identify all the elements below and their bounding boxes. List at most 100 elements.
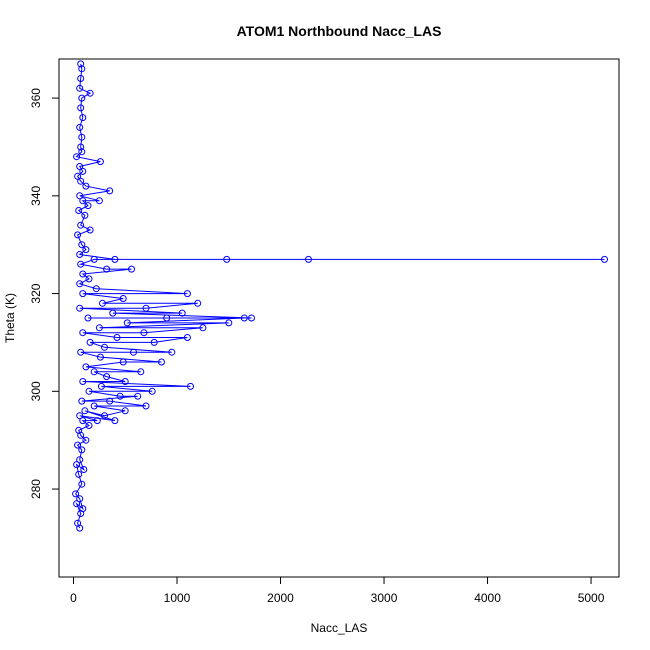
data-point [79,329,87,337]
x-tick-label: 1000 [164,591,191,605]
data-point [73,153,81,161]
data-point [77,221,85,229]
data-point [75,426,83,434]
y-tick-label: 340 [29,185,43,205]
data-point [77,60,85,68]
data-point [123,319,131,327]
data-point [142,304,150,312]
data-point [183,290,191,298]
data-point [76,495,84,503]
data-point [79,167,87,175]
y-tick-label: 320 [29,283,43,303]
data-point [86,89,94,97]
data-point [121,378,129,385]
y-tick-label: 360 [29,88,43,108]
data-point [77,348,85,356]
data-point [223,255,231,263]
y-axis-label: Theta (K) [3,293,17,343]
data-point [130,348,137,356]
data-point [82,182,90,190]
data-point [90,368,98,376]
series-line [74,63,605,529]
data-point [75,207,83,214]
series-lines [74,63,605,529]
x-tick-label: 0 [70,591,77,605]
y-tick-label: 280 [29,479,43,499]
data-point [86,226,94,234]
data-point [75,470,83,478]
data-point [305,255,312,263]
data-point [248,314,255,322]
data-point [76,412,84,420]
data-point [76,304,84,312]
data-point [73,500,81,508]
data-point [194,299,202,307]
data-point [74,519,82,527]
data-point [79,197,87,205]
x-axis: 0 1000 2000 3000 4000 5000 [70,576,605,605]
data-point [74,172,82,180]
data-point [77,177,85,185]
data-point [119,358,127,366]
data-point [78,397,86,405]
data-point [77,75,85,82]
data-point [106,397,114,405]
data-point [82,363,90,371]
data-point [109,309,117,317]
data-point [76,456,84,464]
data-point [134,392,142,400]
data-point [95,324,103,332]
data-point [93,417,101,425]
data-point [86,338,94,346]
data-point [73,461,81,469]
data-point [85,422,93,429]
data-point [111,255,119,263]
data-point [148,387,156,395]
data-point [74,441,82,449]
data-point [78,446,86,454]
data-point [74,231,82,239]
data-point [128,265,135,273]
data-point [78,65,86,73]
series-points [72,60,608,532]
data-point [96,158,104,166]
data-point [95,197,103,205]
data-point [116,392,124,400]
data-point [79,114,87,122]
data-point [158,358,165,366]
data-point [78,94,86,102]
data-point [103,265,111,273]
data-point [76,280,84,288]
chart-title: ATOM1 Northbound Nacc_LAS [237,23,442,39]
data-point [183,334,191,341]
data-point [79,417,87,425]
data-point [78,148,86,156]
data-point [106,187,114,195]
data-point [601,255,608,263]
data-point [77,104,85,112]
data-point [76,84,84,92]
y-axis: 280 300 320 340 360 [29,88,60,499]
data-point [137,368,145,376]
x-axis-label: Nacc_LAS [311,621,368,635]
data-point [187,382,194,390]
data-point [80,466,88,473]
data-point [77,260,85,268]
data-point [84,314,92,322]
data-point [96,353,104,361]
data-point [79,290,87,298]
data-point [90,402,98,410]
data-point [97,382,105,390]
data-point [81,407,89,415]
data-point [77,143,85,151]
x-tick-label: 2000 [267,591,294,605]
data-point [82,246,90,254]
data-point [76,163,84,170]
data-point [150,338,158,346]
data-point [163,314,171,322]
data-point [82,436,90,444]
data-point [79,270,87,278]
data-point [76,251,84,258]
